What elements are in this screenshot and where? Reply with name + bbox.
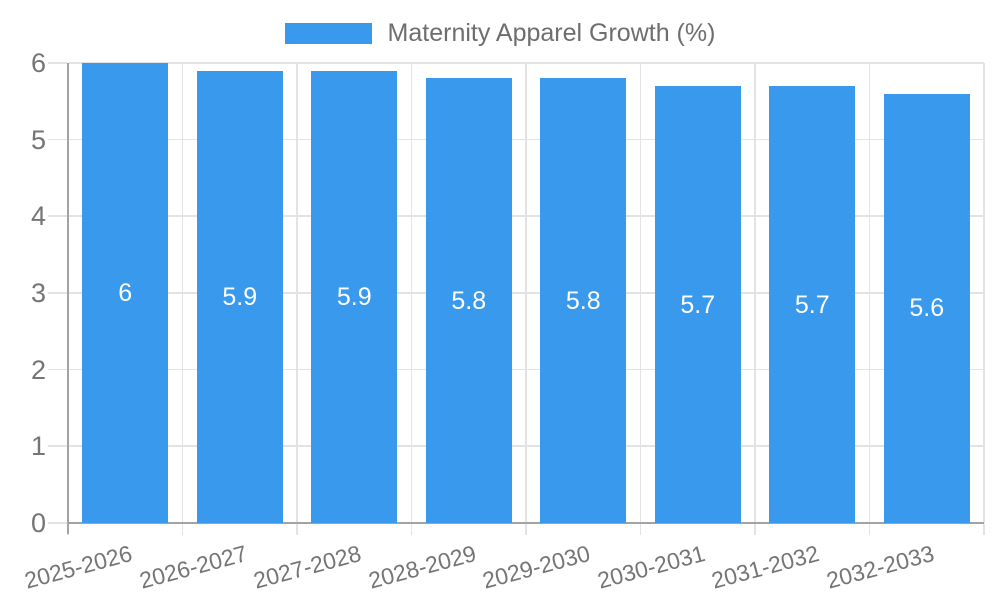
x-axis-tick-label: 2026-2027 <box>136 540 250 594</box>
x-axis-tick <box>868 524 871 535</box>
y-axis-tick-label: 4 <box>30 201 46 232</box>
gridline-vertical <box>639 63 642 523</box>
y-axis-line <box>67 63 69 534</box>
y-axis-tick <box>48 292 67 294</box>
bar-value-label: 6 <box>118 279 133 307</box>
gridline-vertical <box>410 63 413 523</box>
gridline-vertical <box>296 63 298 523</box>
gridline-vertical <box>983 63 985 523</box>
y-axis-tick-label: 5 <box>30 124 46 155</box>
y-axis-tick <box>48 62 67 64</box>
bar[interactable] <box>196 70 283 523</box>
gridline-vertical <box>868 63 871 523</box>
x-axis-tick <box>525 524 527 535</box>
gridline-vertical <box>754 63 756 523</box>
gridline-vertical <box>525 63 527 523</box>
y-axis-tick <box>48 445 67 447</box>
x-axis-tick <box>181 524 184 535</box>
gridline-vertical <box>181 63 184 523</box>
y-axis-tick-label: 3 <box>30 278 46 308</box>
x-axis-line <box>67 522 984 524</box>
legend-swatch <box>284 22 372 44</box>
y-axis-tick-label: 0 <box>30 508 46 538</box>
bar-value-label: 5.9 <box>222 282 258 311</box>
x-axis-tick <box>639 524 642 535</box>
x-axis-tick-label: 2029-2030 <box>479 540 593 594</box>
x-axis-tick <box>754 524 756 535</box>
x-axis-tick <box>296 524 298 535</box>
x-axis-tick-label: 2025-2026 <box>21 540 135 594</box>
y-axis-tick <box>48 215 67 217</box>
y-axis-tick-label: 6 <box>30 48 46 78</box>
bar[interactable] <box>654 86 741 523</box>
legend-label: Maternity Apparel Growth (%) <box>387 19 716 47</box>
bar[interactable] <box>769 86 856 523</box>
y-axis-tick-label: 2 <box>30 354 46 385</box>
bar[interactable] <box>82 63 169 523</box>
bar-value-label: 5.8 <box>565 286 601 315</box>
x-axis-tick-label: 2028-2029 <box>365 540 479 594</box>
bar-value-label: 5.7 <box>794 290 830 319</box>
legend[interactable]: Maternity Apparel Growth (%) <box>0 18 1000 48</box>
bar[interactable] <box>311 70 398 523</box>
bar-value-label: 5.8 <box>451 286 487 315</box>
y-axis-tick <box>48 522 67 524</box>
bar-value-label: 5.7 <box>680 290 716 319</box>
bar-value-label: 5.9 <box>336 282 372 311</box>
bar-value-label: 5.6 <box>909 294 945 323</box>
y-axis-tick-label: 1 <box>30 431 46 462</box>
x-axis-tick-label: 2031-2032 <box>708 540 822 594</box>
x-axis-tick-label: 2027-2028 <box>250 540 364 594</box>
bar[interactable] <box>883 93 970 523</box>
bar[interactable] <box>540 78 627 523</box>
y-axis-tick <box>48 138 67 141</box>
gridline-horizontal <box>68 62 984 64</box>
x-axis-tick-label: 2032-2033 <box>823 540 937 594</box>
x-axis-tick <box>410 524 413 535</box>
x-axis-tick <box>983 524 985 535</box>
x-axis-tick-label: 2030-2031 <box>594 540 708 594</box>
y-axis-tick <box>48 368 67 371</box>
bar[interactable] <box>425 78 512 523</box>
